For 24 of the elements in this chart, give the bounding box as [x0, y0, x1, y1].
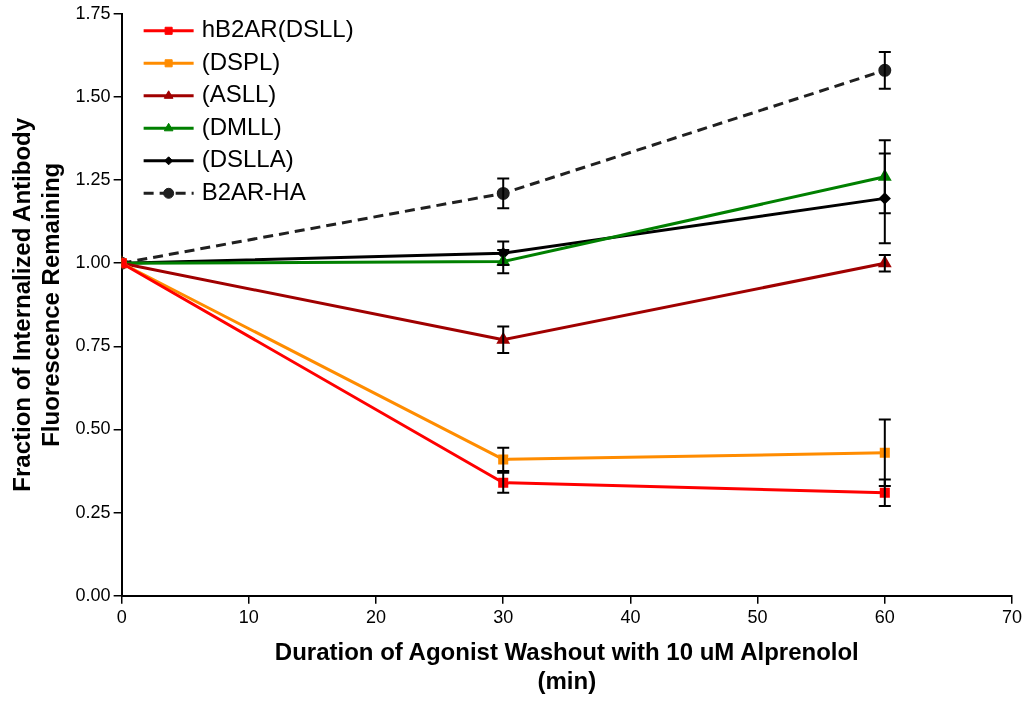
y-tick-label: 0.25	[75, 501, 111, 522]
x-tick-label: 0	[116, 606, 127, 627]
y-axis-title: Fraction of Internalized Antibody Fluorescence Remaining	[8, 117, 64, 492]
y-tick-label: 1.50	[75, 85, 111, 106]
y-tick-label: 0.75	[75, 335, 111, 356]
y-tick-label: 1.00	[75, 252, 111, 273]
legend-label: hB2AR(DSLL)	[201, 15, 354, 43]
y-tick-label: 0.00	[75, 584, 111, 605]
x-tick-label: 60	[874, 606, 895, 627]
x-tick-label: 70	[1001, 606, 1023, 627]
x-axis-title: Duration of Agonist Washout with 10 uM Alprenolol (min)	[274, 638, 859, 695]
y-tick-label: 0.50	[75, 418, 111, 439]
x-tick-label: 20	[366, 606, 387, 627]
legend-label: B2AR-HA	[201, 177, 306, 205]
legend-label: (DSPL)	[201, 47, 281, 75]
legend-label: (DMLL)	[201, 112, 282, 140]
x-tick-label: 40	[620, 606, 641, 627]
legend-label: (DSLLA)	[201, 145, 294, 173]
x-tick-label: 50	[747, 606, 768, 627]
y-tick-label: 1.25	[75, 169, 111, 190]
x-tick-label: 10	[238, 606, 259, 627]
y-tick-label: 1.75	[75, 2, 111, 23]
x-tick-label: 30	[493, 606, 514, 627]
legend-label: (ASLL)	[201, 80, 277, 108]
